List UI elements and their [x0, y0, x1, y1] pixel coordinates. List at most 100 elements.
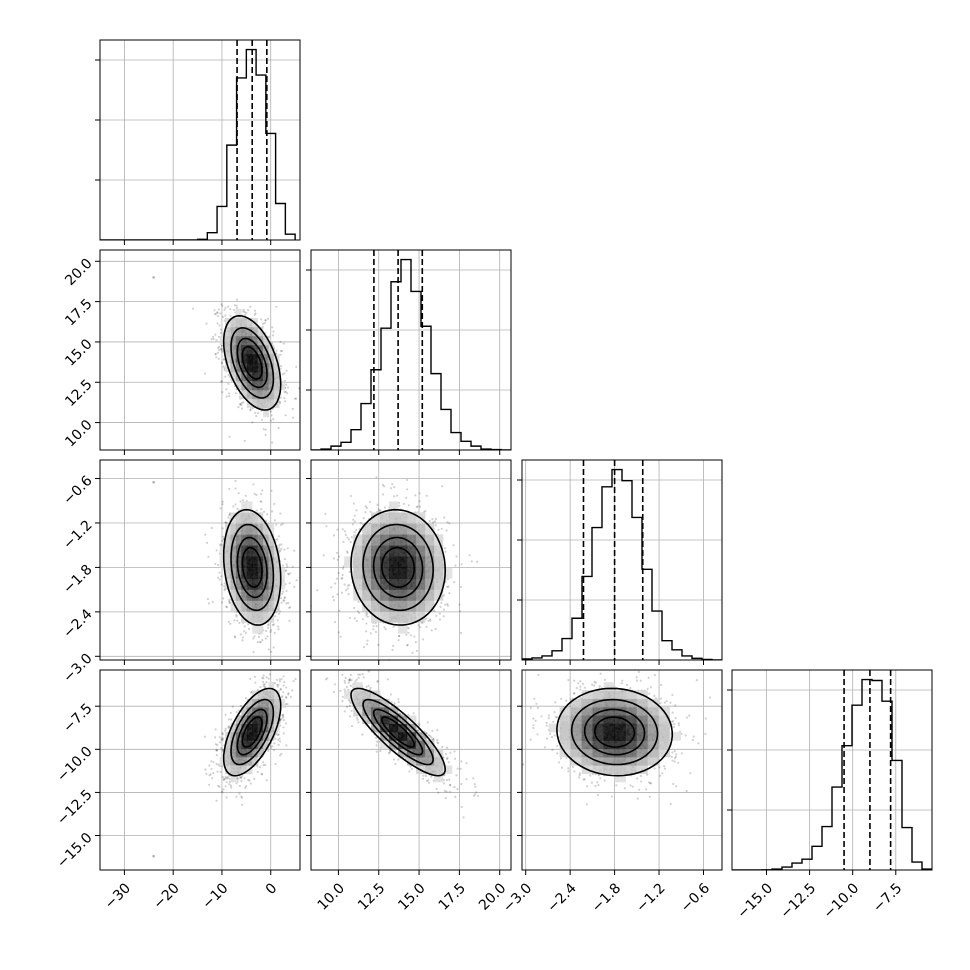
density-cell [407, 556, 417, 568]
scatter-point [282, 342, 285, 345]
density-cell [380, 534, 390, 546]
density-cell [434, 589, 444, 601]
density-cell [425, 600, 435, 612]
histogram-panel-0 [95, 39, 301, 245]
scatter-point [468, 554, 471, 557]
density-cell [268, 567, 275, 579]
density-cell [252, 389, 258, 400]
scatter-point [289, 572, 292, 575]
scatter-point [355, 619, 358, 623]
scatter-point [417, 624, 420, 627]
density-cell [416, 567, 426, 579]
density-cell [389, 611, 399, 623]
scatter-point [207, 602, 210, 605]
density-cell [263, 545, 269, 557]
scatter-point [443, 516, 446, 519]
scatter-point [341, 577, 344, 580]
density-cell [279, 578, 286, 590]
scatter-point [343, 530, 347, 533]
density-cell [416, 534, 426, 546]
scatter-point [287, 601, 290, 605]
density-cell [252, 600, 258, 612]
density-cell [434, 578, 444, 590]
scatter-point [210, 338, 213, 341]
panel-frame [99, 39, 301, 241]
scatter-point [338, 609, 341, 613]
scatter-point [405, 644, 409, 647]
scatter-point [284, 414, 287, 417]
scatter-point [293, 397, 296, 400]
density-cell [268, 389, 275, 400]
scatter-point [239, 403, 242, 406]
scatter-point [285, 744, 288, 747]
contour-line [241, 345, 263, 380]
scatter-point [287, 386, 290, 389]
scatter-point [348, 570, 351, 573]
density-cell [263, 407, 269, 418]
density-cell [257, 380, 264, 391]
contour-line [381, 546, 416, 588]
scatter-point [262, 428, 265, 431]
density-cell [434, 567, 444, 579]
scatter-point [409, 634, 413, 637]
density-cell [398, 622, 408, 634]
density-cell [371, 534, 381, 546]
scatter-point [224, 521, 227, 524]
scatter-point [269, 629, 272, 632]
scatter-point [333, 621, 337, 624]
density-cell [362, 600, 372, 612]
density-cell [235, 534, 242, 546]
scatter-point [407, 627, 410, 630]
density-cell [219, 545, 226, 557]
density-cell [268, 534, 275, 546]
density-cell [380, 556, 390, 568]
scatter-point [322, 554, 325, 557]
density-cell [263, 335, 269, 346]
scatter-point [206, 541, 209, 545]
scatter-point [448, 592, 451, 595]
scatter-point [221, 503, 224, 506]
scatter-point [344, 533, 347, 537]
scatter-point [238, 395, 241, 398]
density-cell [371, 545, 381, 557]
scatter-point [438, 612, 441, 615]
scatter-point [277, 625, 280, 628]
scatter-point [235, 614, 238, 617]
scatter-point [340, 591, 344, 594]
scatter-point [205, 322, 208, 325]
scatter-point [325, 525, 328, 528]
scatter-point [286, 565, 289, 568]
scatter-point [433, 520, 436, 523]
density-cell [230, 353, 237, 364]
density-cell [263, 589, 269, 601]
scatter-point [446, 602, 449, 606]
y-tick-label: 17.5 [62, 296, 95, 329]
scatter-point [216, 322, 219, 325]
scatter-point [330, 586, 333, 589]
scatter-point [283, 372, 286, 375]
scatter-point [222, 358, 225, 361]
scatter-point [236, 780, 239, 783]
scatter-point [221, 500, 224, 503]
scatter-point [336, 577, 339, 580]
scatter-point [240, 403, 243, 406]
density-cell [268, 545, 275, 557]
scatter-point [362, 517, 365, 520]
scatter-point [279, 740, 282, 743]
scatter-point [261, 489, 264, 492]
density-cell [241, 327, 247, 337]
scatter-point [415, 506, 418, 509]
density-cell [268, 556, 275, 568]
density-cell [246, 353, 253, 364]
scatter-point [413, 663, 415, 665]
scatter-point [398, 504, 401, 507]
scatter-point [237, 492, 240, 495]
scatter-point [285, 602, 288, 605]
density-cell [235, 578, 242, 590]
scatter-point [257, 412, 260, 415]
density-cell [246, 318, 253, 328]
scatter-point [444, 547, 447, 550]
density-cell [246, 545, 253, 557]
scatter-point [441, 485, 444, 488]
scatter-point [418, 505, 422, 508]
